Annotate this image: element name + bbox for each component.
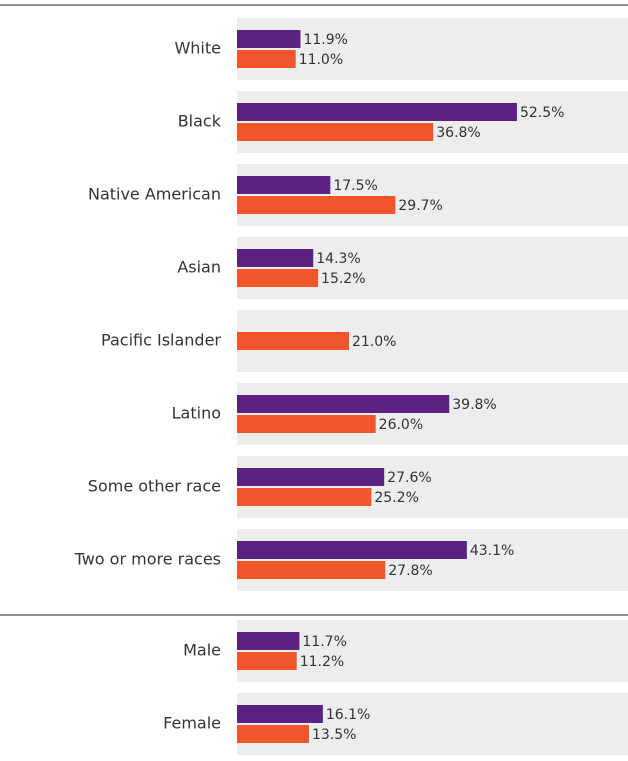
bar [237, 541, 467, 559]
value-label: 25.2% [374, 490, 418, 506]
category-label: Some other race [88, 477, 221, 496]
bar [237, 395, 450, 413]
bar [237, 249, 314, 267]
bar [237, 50, 296, 68]
bar [237, 632, 300, 650]
bar [237, 30, 301, 48]
bar [237, 725, 309, 743]
bar [237, 705, 323, 723]
category-label: Native American [88, 185, 221, 204]
category-label: Two or more races [74, 550, 221, 569]
bar [237, 561, 386, 579]
value-label: 52.5% [520, 105, 564, 121]
row-background [237, 237, 628, 299]
category-label: White [174, 39, 221, 58]
value-label: 11.0% [299, 52, 343, 68]
bar [237, 176, 331, 194]
row-background [237, 620, 628, 682]
bar [237, 488, 372, 506]
value-label: 11.2% [300, 654, 344, 670]
value-label: 39.8% [452, 397, 496, 413]
bar [237, 468, 385, 486]
bar [237, 332, 349, 350]
row-background [237, 18, 628, 80]
value-label: 15.2% [321, 271, 365, 287]
value-label: 11.7% [302, 634, 346, 650]
bar [237, 269, 319, 287]
value-label: 13.5% [312, 727, 356, 743]
row-background [237, 91, 628, 153]
value-label: 16.1% [326, 707, 370, 723]
value-label: 27.8% [388, 563, 432, 579]
category-label: Latino [172, 404, 221, 423]
bar [237, 415, 376, 433]
category-label: Black [178, 112, 222, 131]
value-label: 14.3% [316, 251, 360, 267]
bar [237, 652, 297, 670]
row-background [237, 164, 628, 226]
bar [237, 123, 434, 141]
bar [237, 103, 517, 121]
row-background [237, 693, 628, 755]
value-label: 26.0% [379, 417, 423, 433]
row-background [237, 456, 628, 518]
category-label: Female [163, 714, 221, 733]
row-background [237, 383, 628, 445]
value-label: 29.7% [398, 198, 442, 214]
value-label: 11.9% [303, 32, 347, 48]
value-label: 21.0% [352, 334, 396, 350]
category-label: Asian [177, 258, 221, 277]
row-background [237, 529, 628, 591]
category-label: Pacific Islander [101, 331, 221, 350]
category-label: Male [183, 641, 221, 660]
value-label: 43.1% [470, 543, 514, 559]
value-label: 36.8% [436, 125, 480, 141]
value-label: 27.6% [387, 470, 431, 486]
bar [237, 196, 396, 214]
value-label: 17.5% [333, 178, 377, 194]
